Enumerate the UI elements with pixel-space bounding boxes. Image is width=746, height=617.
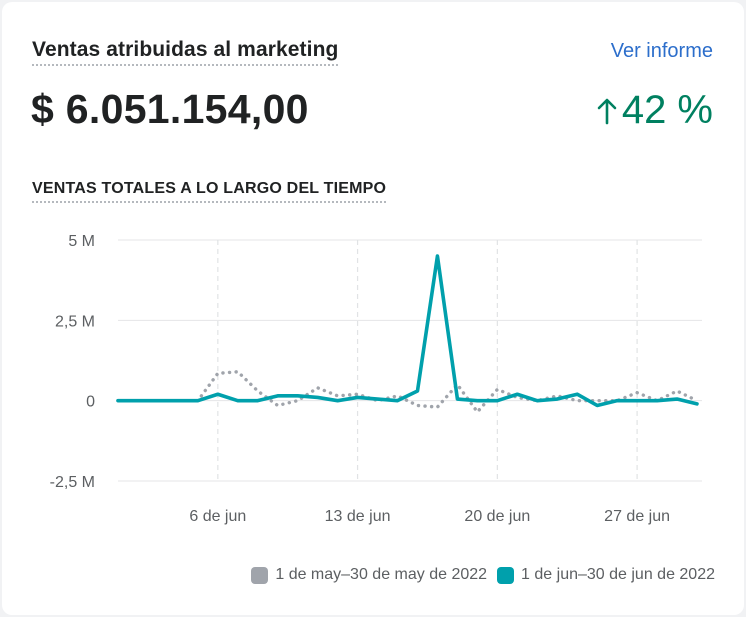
arrow-up-icon	[597, 98, 617, 124]
x-axis: 6 de jun 13 de jun 20 de jun 27 de jun	[189, 508, 670, 525]
total-sales-value: $ 6.051.154,00	[31, 86, 309, 132]
view-report-link[interactable]: Ver informe	[610, 40, 713, 62]
legend-swatch-current	[497, 566, 515, 584]
chart-series	[116, 254, 699, 414]
x-tick-label: 13 de jun	[325, 508, 391, 525]
x-tick-label: 20 de jun	[464, 508, 530, 525]
y-tick-label: 2,5 M	[55, 313, 95, 330]
series-line-current	[116, 254, 699, 408]
chart-title[interactable]: VENTAS TOTALES A LO LARGO DEL TIEMPO	[32, 180, 387, 203]
y-tick-label: 0	[86, 394, 95, 411]
legend-item-current[interactable]: 1 de jun–30 de jun de 2022	[497, 566, 715, 584]
legend-swatch-previous	[251, 566, 269, 584]
x-tick-label: 6 de jun	[189, 508, 246, 525]
x-tick-label: 27 de jun	[604, 508, 670, 525]
chart-legend: 1 de may–30 de may de 2022 1 de jun–30 d…	[241, 566, 715, 584]
y-axis: 5 M 2,5 M 0 -2,5 M	[50, 233, 95, 491]
series-line-previous	[116, 370, 699, 414]
y-tick-label: 5 M	[68, 233, 95, 250]
change-percent: 42 %	[621, 88, 713, 132]
legend-label-previous: 1 de may–30 de may de 2022	[275, 566, 488, 583]
card-title[interactable]: Ventas atribuidas al marketing	[32, 38, 339, 66]
chart-grid	[118, 239, 702, 482]
legend-item-previous[interactable]: 1 de may–30 de may de 2022	[251, 566, 487, 584]
legend-label-current: 1 de jun–30 de jun de 2022	[521, 566, 715, 583]
y-tick-label: -2,5 M	[50, 474, 95, 491]
change-indicator: 42 %	[596, 88, 713, 133]
